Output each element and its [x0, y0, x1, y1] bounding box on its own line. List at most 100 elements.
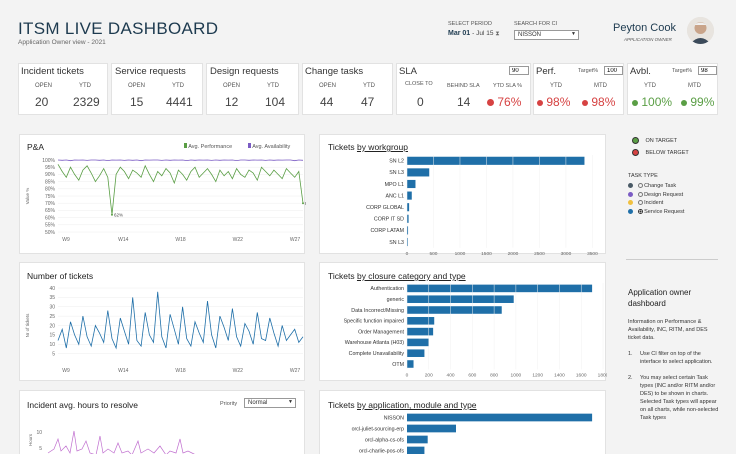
- bar: [407, 156, 585, 165]
- info-step-2: 2. You may select certain Task types (IN…: [628, 374, 720, 422]
- kpi-change-open: 44: [320, 95, 334, 109]
- task-type-design[interactable]: Design Request: [628, 192, 684, 198]
- kpi-service-open-label: OPEN: [128, 83, 146, 89]
- radio-selected-icon[interactable]: [637, 208, 643, 214]
- y-tick-label: 10: [49, 342, 55, 348]
- kpi-service: Service requests OPEN YTD 15 4441: [111, 63, 203, 115]
- pa-legend-avail[interactable]: Avg. Availability: [248, 143, 290, 150]
- bar: [407, 168, 430, 177]
- pa-legend-perf-label: Avg. Performance: [188, 144, 233, 150]
- bar: [407, 327, 434, 336]
- x-tick-label: 0: [406, 251, 409, 255]
- y-tick-label: 65%: [45, 208, 56, 214]
- bar-category-label: SN L3: [389, 170, 404, 176]
- avbl-ytd-label: YTD: [644, 83, 656, 89]
- period-selector[interactable]: Mar 01 - Jul 15 ⧗: [448, 30, 500, 38]
- perf-mtd-wrap: 98%: [582, 95, 615, 109]
- bar: [407, 179, 416, 189]
- sla-threshold-input[interactable]: [509, 66, 529, 75]
- ci-select[interactable]: NISSON ▼: [514, 30, 579, 40]
- kpi-incident-ytd-label: YTD: [79, 83, 91, 89]
- bar-category-label: ANC L1: [385, 193, 404, 199]
- bar: [407, 424, 456, 433]
- priority-select[interactable]: Normal ▼: [244, 398, 296, 408]
- x-tick-label: 1000: [455, 251, 466, 255]
- ci-value: NISSON: [518, 32, 542, 38]
- pa-legend-perf[interactable]: Avg. Performance: [184, 143, 232, 150]
- kpi-service-open: 15: [130, 95, 144, 109]
- x-tick-label: 3500: [587, 251, 598, 255]
- kpi-incident: Incident tickets OPEN YTD 20 2329: [18, 63, 108, 115]
- app-chart[interactable]: NISSON orcl-juliet-sourcing-erp orcl-alpha…: [320, 391, 607, 454]
- incident-chart[interactable]: Hours 10 5: [20, 391, 306, 454]
- kpi-avbl-title: Avbl.: [630, 66, 651, 77]
- incident-panel: Incident avg. hours to resolve Priority …: [19, 390, 305, 454]
- workgroup-title: Tickets by workgroup: [328, 142, 408, 152]
- radio-icon[interactable]: [637, 200, 643, 206]
- closure-title-link[interactable]: by closure category and type: [356, 271, 466, 281]
- closure-panel: Tickets by closure category and type Aut…: [319, 262, 607, 382]
- x-tick-label: 400: [447, 372, 455, 378]
- x-tick-label: 0: [406, 372, 409, 378]
- bar-category-label: CORP IT SD: [374, 217, 404, 223]
- y-tick-label: 5: [52, 351, 55, 357]
- x-tick-label: 1200: [532, 372, 543, 378]
- closure-chart[interactable]: Authentication generic Data Incorrect/Miss…: [320, 263, 607, 382]
- bar-category-label: generic: [387, 297, 405, 303]
- pa-title: P&A: [27, 142, 45, 152]
- pa-legend-avail-label: Avg. Availability: [252, 144, 291, 150]
- task-type-change[interactable]: Change Task: [628, 183, 684, 189]
- x-tick-label: 200: [425, 372, 433, 378]
- x-tick-label: 2500: [534, 251, 545, 255]
- bar: [407, 317, 435, 325]
- chevron-down-icon: ▼: [571, 31, 576, 37]
- bar-category-label: orcl-charlie-pos-ofs: [359, 448, 404, 454]
- kpi-design-ytd-label: YTD: [267, 83, 279, 89]
- sla-close-label: CLOSE TO: [405, 81, 433, 87]
- y-axis-label: Nr of tickets: [25, 313, 30, 338]
- radio-icon[interactable]: [637, 183, 643, 189]
- task-type-design-label: Design Request: [644, 191, 684, 198]
- sla-ytd-wrap: 76%: [487, 95, 521, 109]
- below-target-icon: [632, 149, 639, 156]
- task-type-service[interactable]: Service Request: [628, 209, 684, 215]
- workgroup-chart[interactable]: SN L2 SN L3 MPO L1 ANC L1 CORP GLOBAL CORP IT…: [320, 135, 607, 255]
- perf-target-input[interactable]: [604, 66, 623, 75]
- task-type-incident[interactable]: Incident: [628, 200, 684, 206]
- avbl-mtd-value: 99%: [690, 95, 715, 109]
- app-title-link[interactable]: by application, module and type: [356, 400, 477, 410]
- radio-icon[interactable]: [637, 191, 643, 197]
- y-tick-label: 30: [49, 305, 55, 311]
- legend-on-target[interactable]: ON TARGET: [632, 137, 689, 144]
- avatar: [687, 17, 714, 44]
- x-tick-label: W27: [290, 237, 301, 243]
- priority-label: Priority: [220, 401, 238, 407]
- avbl-target-input[interactable]: [698, 66, 717, 75]
- pa-chart[interactable]: Value % 100%95%90%85% 80%75%70%65%60% 55%50…: [20, 135, 306, 255]
- app-title: Tickets by application, module and type: [328, 400, 477, 410]
- period-label: SELECT PERIOD: [448, 21, 492, 27]
- y-tick-label: 85%: [45, 179, 56, 185]
- bar: [407, 349, 425, 357]
- kpi-perf-title: Perf.: [536, 66, 557, 77]
- y-tick-label: 35: [49, 295, 55, 301]
- x-tick-label: W18: [175, 368, 186, 374]
- workgroup-title-prefix: Tickets: [328, 142, 357, 152]
- kpi-perf: Perf. Target% YTD MTD 98% 98%: [533, 63, 624, 115]
- workgroup-title-link[interactable]: by workgroup: [356, 142, 408, 152]
- below-target-icon: [537, 99, 543, 106]
- sla-behind-label: BEHIND SLA: [447, 83, 480, 89]
- incident-dot-icon: [628, 200, 633, 206]
- on-target-icon: [632, 137, 639, 144]
- y-tick-label: 95%: [45, 165, 56, 171]
- period-to: - Jul 15: [472, 30, 494, 37]
- kpi-design-open-label: OPEN: [223, 83, 241, 89]
- x-tick-label: 1600: [576, 372, 587, 378]
- tickets-chart[interactable]: Nr of tickets 40 35 30 25 20 15 10 5 W9 W14 W18 W22 W…: [20, 263, 306, 382]
- kpi-change-title: Change tasks: [305, 66, 364, 77]
- legend-below-target[interactable]: BELOW TARGET: [632, 149, 689, 156]
- on-target-icon: [632, 99, 638, 106]
- ci-label: SEARCH FOR CI: [514, 21, 558, 27]
- perf-ytd-value: 98%: [546, 95, 571, 109]
- incident-series-line: [47, 430, 195, 454]
